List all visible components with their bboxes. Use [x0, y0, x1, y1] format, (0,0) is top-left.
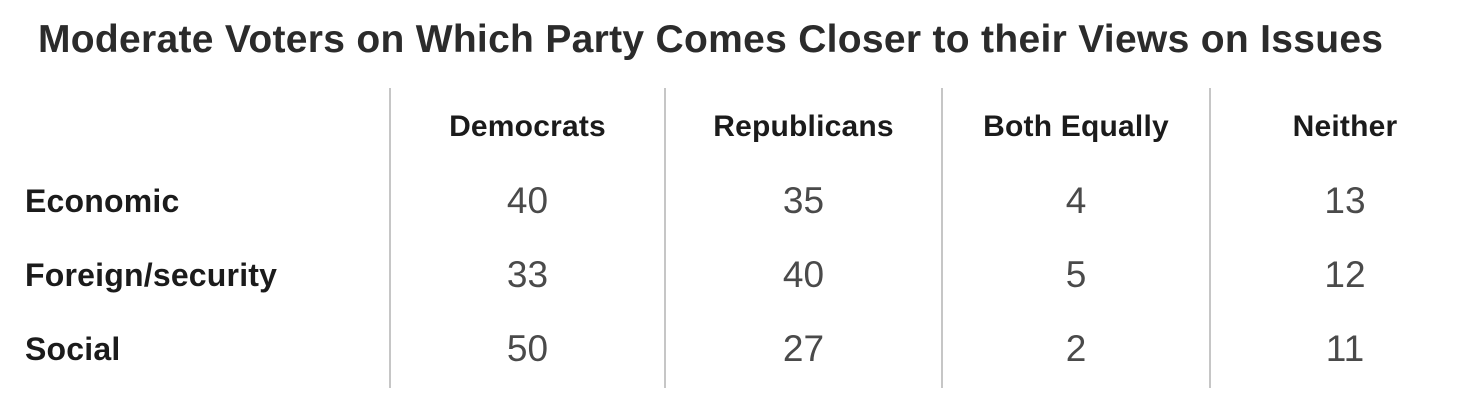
- row-label-economic: Economic: [25, 182, 180, 219]
- cell-social-both-equally: 2: [1065, 328, 1087, 369]
- cell-social-neither: 11: [1325, 328, 1365, 369]
- column-divider-1: [389, 88, 391, 388]
- corner-cell: [0, 90, 390, 164]
- column-divider-3: [941, 88, 943, 388]
- row-label-social: Social: [25, 330, 121, 367]
- cell-foreign-security-republicans: 40: [782, 254, 825, 295]
- column-header-neither: Neither: [1292, 110, 1398, 143]
- cell-economic-both-equally: 4: [1065, 180, 1087, 221]
- data-table: Democrats Republicans Both Equally Neith…: [0, 90, 1480, 386]
- row-label-foreign-security: Foreign/security: [25, 256, 278, 293]
- cell-foreign-security-neither: 12: [1324, 254, 1366, 295]
- column-header-both-equally: Both Equally: [983, 110, 1169, 143]
- cell-social-democrats: 50: [506, 328, 549, 369]
- cell-economic-republicans: 35: [782, 180, 825, 221]
- cell-foreign-security-democrats: 33: [506, 254, 549, 295]
- chart-title: Moderate Voters on Which Party Comes Clo…: [38, 18, 1384, 61]
- column-header-democrats: Democrats: [449, 110, 606, 143]
- cell-foreign-security-both-equally: 5: [1065, 254, 1087, 295]
- column-divider-4: [1209, 88, 1211, 388]
- column-divider-2: [664, 88, 666, 388]
- cell-economic-neither: 13: [1324, 180, 1366, 221]
- column-header-republicans: Republicans: [713, 110, 894, 143]
- cell-social-republicans: 27: [782, 328, 825, 369]
- cell-economic-democrats: 40: [506, 180, 549, 221]
